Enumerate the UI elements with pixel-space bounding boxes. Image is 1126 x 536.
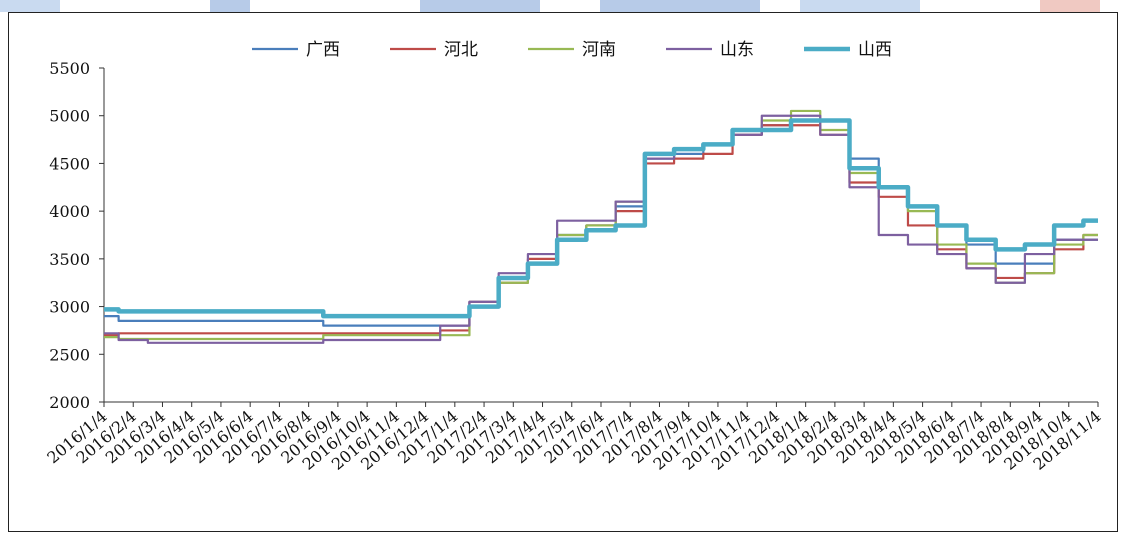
y-tick-label: 2500 xyxy=(49,345,90,364)
series-line xyxy=(104,119,1098,327)
y-tick-label: 5500 xyxy=(49,59,90,78)
watermark-block xyxy=(210,0,250,12)
y-tick-label: 4000 xyxy=(49,202,90,221)
series-line xyxy=(104,118,1098,319)
y-tick-label: 5000 xyxy=(49,107,90,126)
legend-label: 河南 xyxy=(582,40,616,60)
watermark-block xyxy=(1040,0,1100,12)
legend-label: 广西 xyxy=(306,40,340,60)
watermark-block xyxy=(600,0,760,12)
watermark-shapes xyxy=(0,0,1100,12)
series-line xyxy=(104,114,1098,344)
watermark-block xyxy=(800,0,920,12)
axes: 200025003000350040004500500055002016/1/4… xyxy=(43,59,1104,474)
y-tick-label: 2000 xyxy=(49,393,90,412)
y-tick-label: 4500 xyxy=(49,154,90,173)
y-tick-label: 3500 xyxy=(49,250,90,269)
legend-label: 河北 xyxy=(444,40,478,60)
series-group xyxy=(104,109,1098,344)
legend: 广西 河北 河南 山东 山西 xyxy=(252,40,892,60)
legend-label: 山西 xyxy=(858,40,892,60)
watermark-block xyxy=(420,0,540,12)
chart-frame xyxy=(8,12,1118,532)
y-tick-label: 3000 xyxy=(49,298,90,317)
legend-label: 山东 xyxy=(720,40,754,60)
watermark-logo xyxy=(0,0,1126,14)
watermark-block xyxy=(0,0,60,12)
